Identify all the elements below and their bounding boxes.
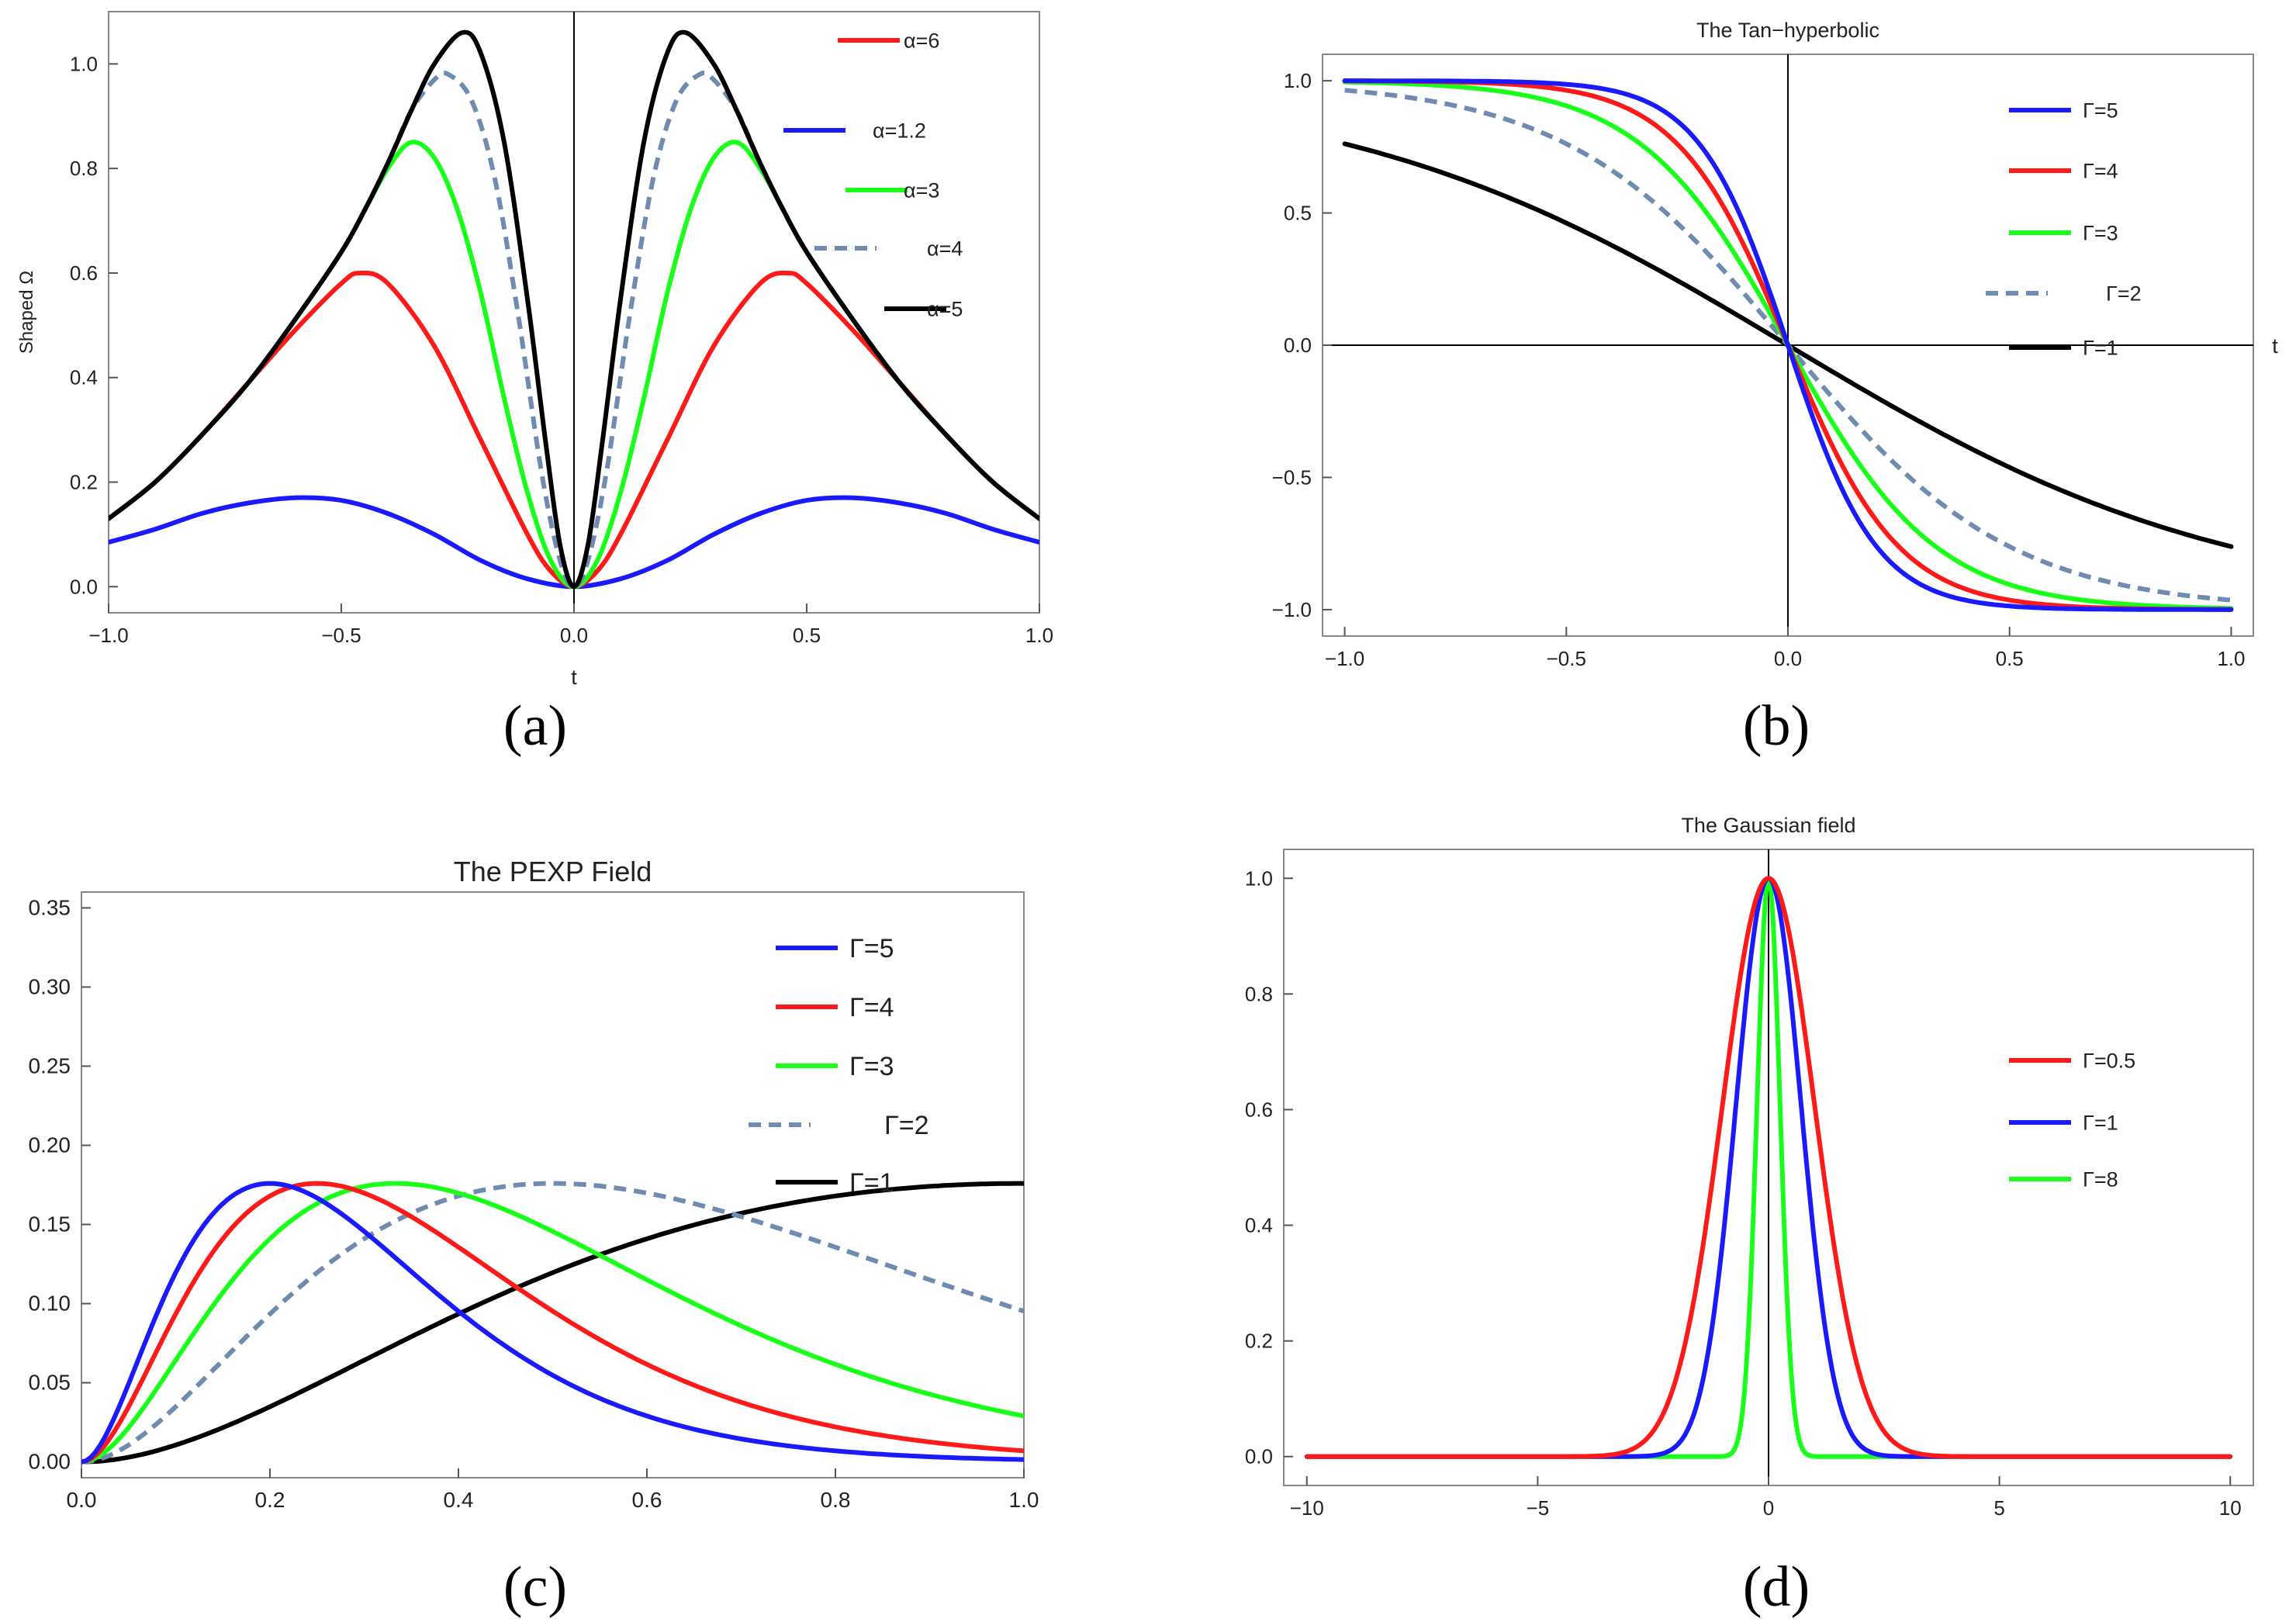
- legend-a: α=6 α=1.2 α=3 α=4 α=5: [783, 29, 963, 321]
- y-tick-label: 0.6: [70, 261, 98, 285]
- legend-label: Γ=2: [884, 1111, 929, 1140]
- x-tick-label: 0.0: [560, 624, 588, 647]
- x-tick-label: 0.2: [255, 1488, 285, 1512]
- x-tick-label: 0.0: [67, 1488, 97, 1512]
- x-tick-label: 1.0: [2217, 647, 2245, 670]
- chart-a: −1.0 −0.5 0.0 0.5 1.0 0.0 0.2 0.4 0.6 0.8 1.0 t Shap…: [16, 11, 1053, 689]
- legend-label: Γ=1: [849, 1168, 894, 1198]
- legend-label: α=5: [927, 298, 963, 321]
- legend-label: Γ=4: [2083, 160, 2118, 183]
- legend-label: α=6: [904, 29, 939, 53]
- legend-label: Γ=1: [2083, 1112, 2118, 1135]
- legend-label: Γ=3: [849, 1052, 894, 1081]
- y-tick-label: 0.25: [29, 1053, 71, 1077]
- y-tick-label: 0.15: [29, 1212, 71, 1236]
- series-line-c-0: [81, 1181, 1024, 1465]
- y-tick-label: 0.2: [70, 471, 98, 494]
- legend-label: Γ=8: [2083, 1168, 2118, 1191]
- series-line-c-2: [81, 1181, 1024, 1465]
- y-tick-label: 0.00: [29, 1450, 71, 1474]
- x-tick-label: −0.5: [321, 624, 361, 647]
- legend-label: Γ=0.5: [2083, 1050, 2135, 1073]
- x-tick-label: −1.0: [88, 624, 128, 647]
- panel-label-b: (b): [1743, 694, 1810, 758]
- y-tick-label: 0.8: [1245, 982, 1273, 1005]
- y-tick-label: 0.35: [29, 895, 71, 919]
- y-tick-label: 0.4: [1245, 1214, 1273, 1237]
- chart-title: The PEXP Field: [454, 856, 652, 887]
- panel-label-d: (d): [1743, 1555, 1810, 1619]
- x-tick-label: 1.0: [1025, 624, 1053, 647]
- x-axis-label: t: [571, 666, 577, 689]
- y-tick-label: 0.6: [1245, 1098, 1273, 1121]
- x-axis-label: t: [2272, 334, 2278, 358]
- series-line-c-4: [81, 1181, 1024, 1465]
- y-tick-label: −1.0: [1272, 598, 1312, 621]
- x-tick-label: −0.5: [1547, 647, 1586, 670]
- x-tick-label: 0.0: [1774, 647, 1802, 670]
- x-tick-label: −1.0: [1325, 647, 1364, 670]
- y-tick-label: 1.0: [1245, 866, 1273, 890]
- legend-label: α=4: [927, 237, 963, 261]
- x-tick-label: 1.0: [1009, 1488, 1039, 1512]
- y-tick-label: 0.4: [70, 366, 98, 389]
- y-tick-label: 0.2: [1245, 1330, 1273, 1353]
- y-tick-label: 1.0: [1284, 69, 1312, 92]
- x-tick-label: 0.4: [444, 1488, 474, 1512]
- y-tick-label: 0.10: [29, 1292, 71, 1316]
- y-tick-label: 1.0: [70, 52, 98, 75]
- series-line-b-0: [1342, 78, 2234, 612]
- chart-b: −1.0 −0.5 0.0 0.5 1.0 −1.0 −0.5 0.0 0.5 1.0 The Ta…: [1272, 19, 2279, 670]
- chart-c: 0.0 0.2 0.4 0.6 0.8 1.0 0.00 0.05 0.10 0.15 0.20 0.…: [29, 856, 1039, 1512]
- legend-label: Γ=5: [2083, 99, 2118, 123]
- x-tick-label: −5: [1527, 1496, 1550, 1520]
- series-line-d-0: [1304, 876, 2233, 1459]
- y-tick-label: −0.5: [1272, 465, 1312, 489]
- panel-label-a: (a): [503, 694, 567, 758]
- panel-label-c: (c): [503, 1555, 567, 1619]
- legend-b: Γ=5 Γ=4 Γ=3 Γ=2 Γ=1: [1986, 99, 2142, 360]
- y-tick-label: 0.8: [70, 157, 98, 180]
- legend-label: Γ=4: [849, 993, 894, 1022]
- y-tick-label: 0.5: [1284, 202, 1312, 225]
- y-tick-label: 0.05: [29, 1371, 71, 1395]
- y-axis-label: Shaped Ω: [16, 271, 37, 354]
- y-tick-label: 0.0: [1245, 1445, 1273, 1468]
- legend-c: Γ=5 Γ=4 Γ=3 Γ=2 Γ=1: [749, 934, 929, 1198]
- y-tick-label: 0.0: [1284, 334, 1312, 357]
- x-tick-label: 0.6: [632, 1488, 662, 1512]
- legend-label: Γ=1: [2083, 337, 2118, 360]
- chart-d: −10 −5 0 5 10 0.0 0.2 0.4 0.6 0.8 1.0 The Gaussian …: [1245, 814, 2254, 1520]
- legend-label: Γ=5: [849, 934, 894, 963]
- chart-title: The Tan−hyperbolic: [1696, 19, 1879, 42]
- legend-d: Γ=0.5 Γ=1 Γ=8: [2009, 1050, 2135, 1191]
- legend-label: Γ=2: [2106, 282, 2142, 306]
- x-tick-label: 0.5: [1996, 647, 2024, 670]
- legend-label: α=3: [904, 179, 939, 202]
- x-tick-label: 0.5: [793, 624, 821, 647]
- x-tick-label: 0: [1763, 1496, 1774, 1520]
- series-line-c-1: [81, 1181, 1024, 1465]
- chart-title: The Gaussian field: [1681, 814, 1855, 837]
- x-tick-label: 10: [2219, 1496, 2242, 1520]
- x-tick-label: 0.8: [821, 1488, 851, 1512]
- y-tick-label: 0.20: [29, 1133, 71, 1157]
- x-tick-label: 5: [1993, 1496, 2004, 1520]
- x-tick-label: −10: [1290, 1496, 1324, 1520]
- series-line-c-3: [81, 1181, 1024, 1465]
- y-tick-label: 0.0: [70, 575, 98, 598]
- y-tick-label: 0.30: [29, 974, 71, 998]
- legend-label: Γ=3: [2083, 222, 2118, 245]
- legend-label: α=1.2: [873, 119, 926, 143]
- series-line-a-4: [109, 29, 1039, 590]
